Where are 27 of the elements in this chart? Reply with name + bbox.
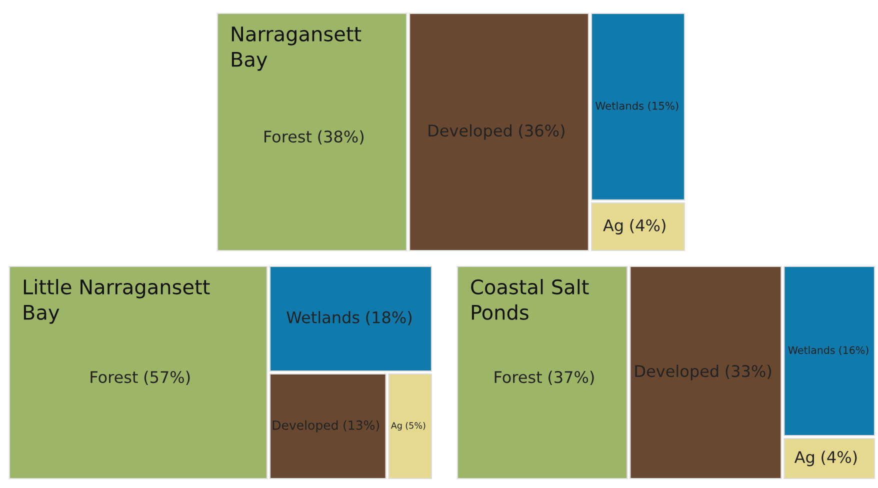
text: Narragansett Bay [232,26,362,71]
data-label: (33%) [726,364,772,380]
category-label: Ag [794,451,814,466]
data-label: (18%) [366,311,412,326]
text: Little Narragansett Bay [24,279,210,324]
data-label: (16%) [839,346,868,356]
category-label: Developed [272,420,338,432]
category-label: Ag [603,219,623,234]
category-label: Wetlands [788,346,835,354]
data-label: (4%) [822,450,857,466]
data-label: (13%) [344,420,380,432]
data-label: (15%) [648,102,678,112]
category-label: Developed [635,364,718,380]
category-label: Wetlands [286,311,360,324]
category-label: Forest [90,371,138,384]
data-label: (36%) [519,124,564,139]
category-label: Developed [428,124,512,140]
category-label: Ag [390,422,402,431]
data-label: (38%) [318,130,364,145]
data-label: (37%) [548,370,594,386]
data-label: (4%) [630,219,666,234]
category-label: Wetlands [596,102,644,110]
data-label: (5%) [406,422,426,430]
category-label: Forest [264,130,312,143]
category-label: Forest [494,371,542,384]
data-label: (57%) [144,370,190,386]
text: Coastal Salt Ponds [471,279,589,320]
